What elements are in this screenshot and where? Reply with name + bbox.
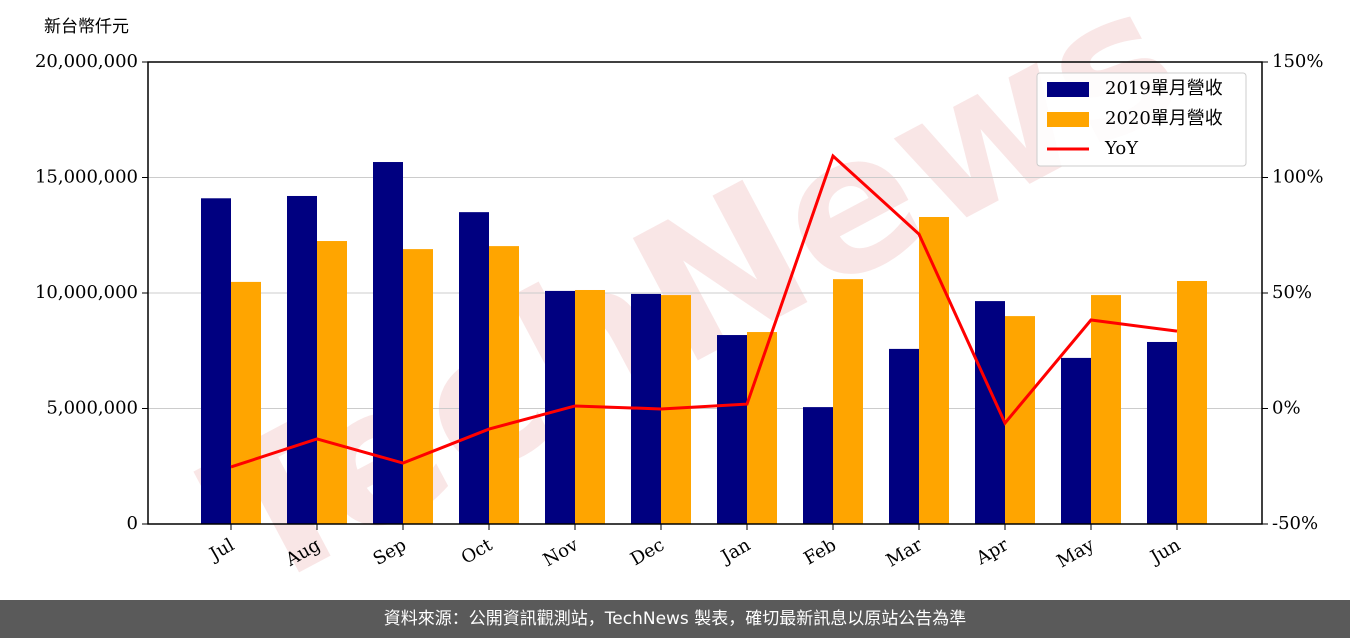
plot-frame (147, 61, 1263, 525)
bar (403, 249, 433, 525)
bar (803, 407, 833, 524)
bar (231, 281, 261, 524)
line (230, 153, 1178, 469)
legend-label: 2019單月營收 (1105, 78, 1223, 99)
y-tick-label: 20,000,000 (35, 51, 138, 72)
bar (1147, 341, 1177, 524)
bar (1061, 357, 1091, 524)
x-tick-label: Oct (458, 534, 497, 569)
x-tick-label: May (1053, 534, 1098, 572)
x-tick-label: Jan (716, 534, 754, 568)
y2-tick-label: 100% (1272, 167, 1323, 188)
bar (373, 162, 403, 524)
bar (317, 241, 347, 524)
bar (889, 348, 919, 524)
bar (1005, 316, 1035, 524)
x-tick-label: Apr (972, 534, 1012, 569)
bar (1177, 280, 1207, 524)
y-tick-label: 10,000,000 (35, 282, 138, 303)
y2-tick-label: 150% (1272, 51, 1323, 72)
x-tick-label: Nov (540, 534, 583, 571)
x-tick-label: Jun (1145, 534, 1184, 569)
y-tick-label: 5,000,000 (46, 398, 138, 419)
x-tick-label: Mar (883, 534, 927, 571)
bar (717, 335, 747, 524)
y2-tick-label: 0% (1272, 398, 1301, 419)
bar (833, 279, 863, 524)
y-tick-label: 0 (127, 513, 138, 534)
x-tick-label: Feb (800, 534, 840, 569)
y2-tick-label: -50% (1272, 513, 1318, 534)
x-tick-label: Dec (627, 534, 668, 570)
chart: 新台幣仟元 TechNews 05,000,00010,000,00015,00… (35, 0, 1324, 600)
legend-swatch (1047, 82, 1089, 97)
bar (287, 195, 317, 525)
bar (201, 198, 231, 525)
bar (459, 212, 489, 524)
y2-tick-label: 50% (1272, 282, 1312, 303)
bar (489, 246, 519, 524)
legend-box (1036, 72, 1247, 167)
bar (919, 217, 949, 524)
bar (1091, 295, 1121, 524)
legend-label: 2020單月營收 (1105, 108, 1223, 129)
legend-swatch (1047, 112, 1089, 127)
y-axis-title: 新台幣仟元 (44, 17, 129, 37)
legend-label: YoY (1104, 138, 1139, 159)
y-tick-label: 15,000,000 (35, 167, 138, 188)
footer: 資料來源：公開資訊觀測站，TechNews 製表，確切最新訊息以原站公告為準 (0, 600, 1350, 638)
